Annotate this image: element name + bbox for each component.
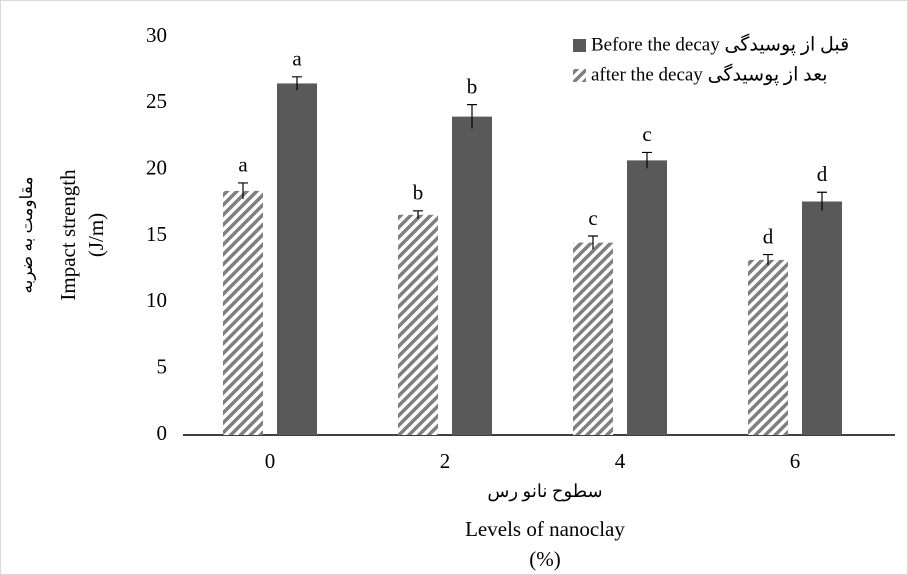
x-tick-label: 0 bbox=[265, 449, 276, 473]
error-bar bbox=[763, 253, 773, 266]
y-tick-label: 30 bbox=[146, 23, 167, 47]
significance-letter: c bbox=[588, 206, 597, 230]
y-tick-label: 20 bbox=[146, 155, 167, 179]
y-label: Impact strength bbox=[56, 169, 80, 301]
y-label: (J/m) bbox=[84, 213, 108, 257]
x-label: Levels of nanoclay bbox=[465, 517, 625, 541]
x-label: (%) bbox=[529, 547, 560, 571]
bar bbox=[627, 160, 667, 435]
significance-letter: d bbox=[763, 224, 774, 248]
x-tick-label: 4 bbox=[615, 449, 626, 473]
error-bar bbox=[817, 191, 827, 211]
error-bar bbox=[642, 151, 652, 169]
bar bbox=[398, 214, 438, 435]
bar bbox=[277, 83, 317, 435]
x-tick-label: 2 bbox=[440, 449, 451, 473]
significance-letter: b bbox=[467, 74, 478, 98]
bar bbox=[573, 242, 613, 435]
legend-label: after the decay بعد از پوسیدگی bbox=[591, 62, 828, 85]
error-bar bbox=[413, 210, 423, 219]
significance-letter: b bbox=[413, 181, 424, 205]
y-label-fa: مقاومت به ضربه bbox=[17, 177, 37, 294]
significance-letter: a bbox=[292, 47, 302, 71]
significance-letter: c bbox=[642, 122, 651, 146]
bar bbox=[223, 190, 263, 435]
error-bar bbox=[292, 76, 302, 91]
legend-swatch bbox=[573, 39, 586, 52]
significance-letter: a bbox=[238, 153, 248, 177]
legend-label: Before the decay قبل از پوسیدگی bbox=[591, 32, 849, 55]
legend-swatch bbox=[573, 69, 586, 82]
x-label-fa: سطوح نانو رس bbox=[487, 481, 602, 502]
x-tick-label: 6 bbox=[790, 449, 801, 473]
bar bbox=[452, 116, 492, 435]
y-tick-label: 10 bbox=[146, 288, 167, 312]
y-tick-label: 5 bbox=[157, 354, 168, 378]
significance-letter: d bbox=[817, 162, 828, 186]
bar bbox=[748, 259, 788, 435]
y-tick-label: 25 bbox=[146, 89, 167, 113]
bar bbox=[802, 201, 842, 435]
y-tick-label: 0 bbox=[157, 421, 168, 445]
error-bar bbox=[238, 182, 248, 199]
error-bar bbox=[467, 104, 477, 129]
y-tick-label: 15 bbox=[146, 222, 167, 246]
error-bar bbox=[588, 235, 598, 250]
